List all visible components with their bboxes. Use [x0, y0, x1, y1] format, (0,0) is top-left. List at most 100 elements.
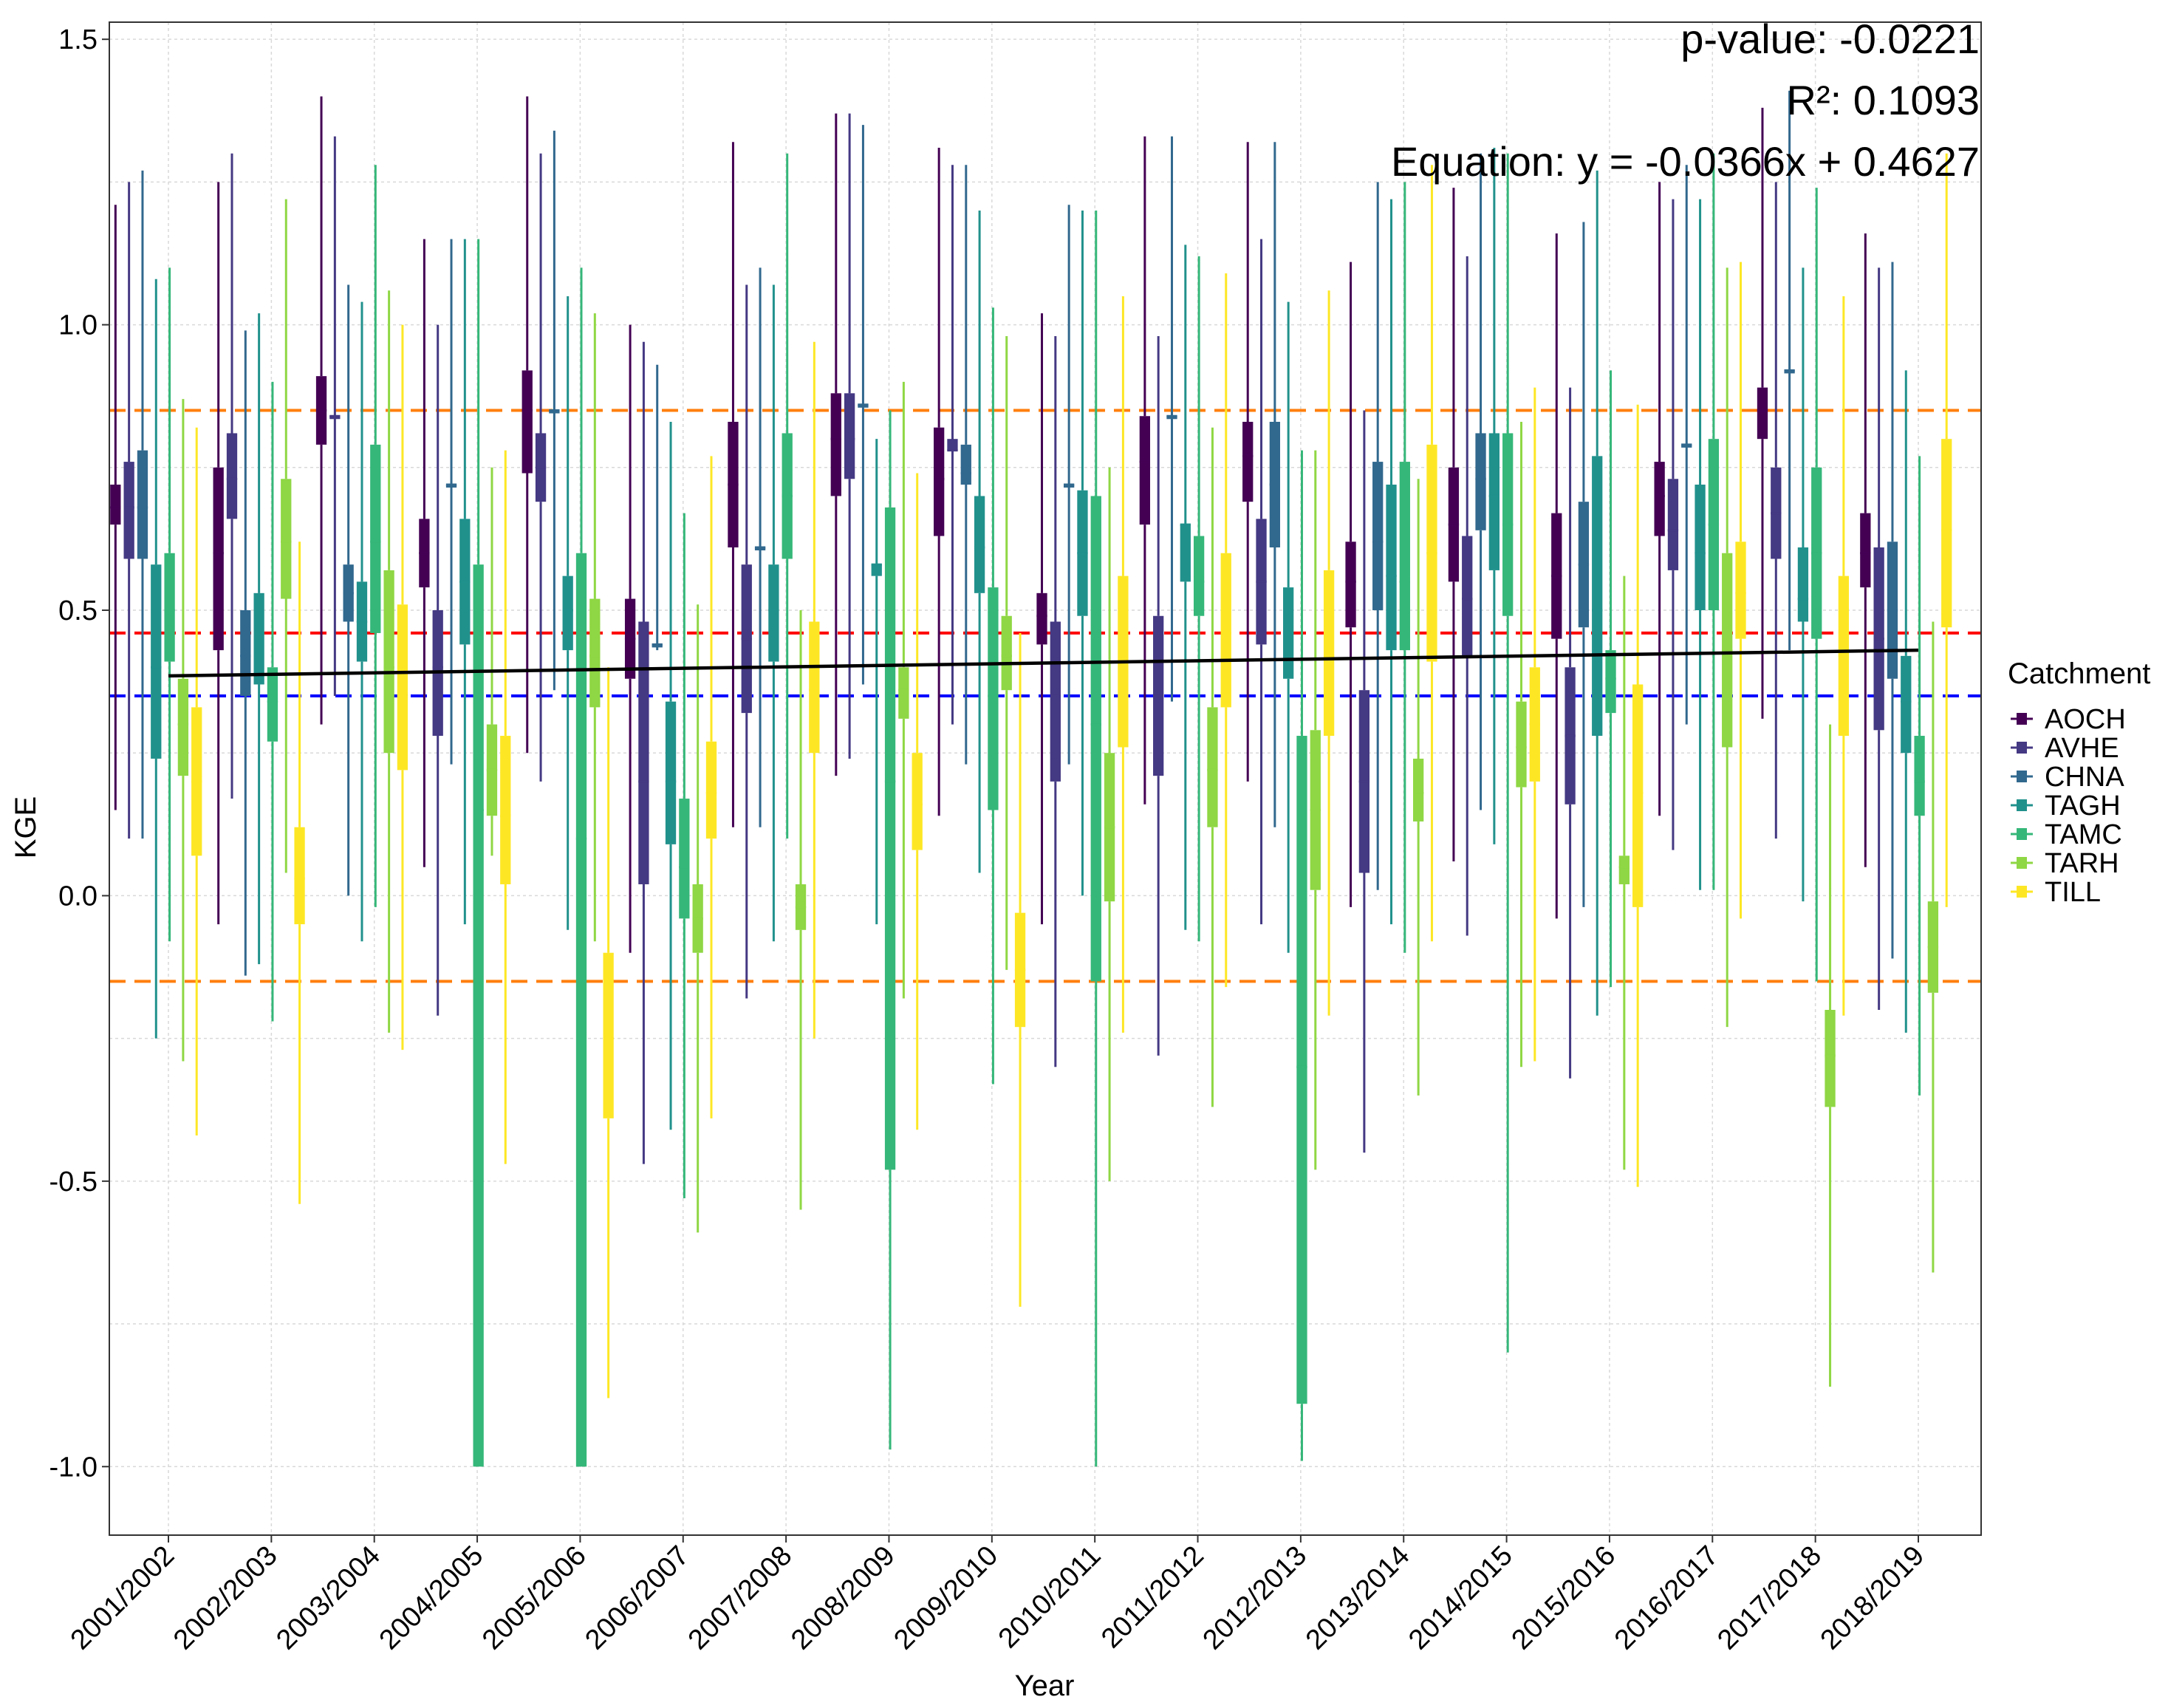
- x-tick-label: 2001/2002: [65, 1540, 181, 1656]
- x-axis-title: Year: [1015, 1670, 1075, 1702]
- x-tick-label: 2012/2013: [1197, 1540, 1313, 1656]
- box-tarh: [898, 667, 909, 719]
- box-tagh: [1695, 484, 1706, 611]
- box-series: [110, 90, 1952, 1467]
- box-till: [603, 952, 614, 1118]
- box-tarh: [1001, 615, 1012, 691]
- legend-key-aoch: [2017, 713, 2027, 725]
- trend-line: [168, 648, 1919, 678]
- box-tarh: [1516, 701, 1527, 788]
- box-chna: [1784, 370, 1795, 374]
- box-tamc: [164, 553, 175, 662]
- x-tick-label: 2014/2015: [1403, 1540, 1519, 1656]
- legend-label: AVHE: [2045, 733, 2119, 764]
- box-chna: [652, 644, 663, 648]
- box-chna: [754, 547, 766, 551]
- legend-key-till: [2017, 886, 2027, 898]
- box-tamc: [267, 667, 278, 742]
- box-tagh: [871, 564, 882, 576]
- annotation-pvalue: p-value: -0.0221: [1680, 16, 1980, 62]
- box-till: [1323, 570, 1335, 737]
- x-tick-label: 2013/2014: [1300, 1540, 1416, 1656]
- box-tarh: [1207, 707, 1218, 827]
- trend-line-path: [168, 648, 1919, 678]
- box-tagh: [1180, 525, 1191, 582]
- box-tarh: [589, 598, 601, 708]
- box-tarh: [383, 570, 394, 754]
- box-tagh: [1386, 484, 1397, 651]
- legend-label: TILL: [2045, 877, 2101, 908]
- box-till: [705, 741, 717, 839]
- box-chna: [1372, 462, 1384, 611]
- box-tagh: [665, 701, 677, 844]
- box-till: [809, 621, 820, 754]
- annotation-r-squared: R²: 0.1093: [1787, 77, 1980, 123]
- box-tagh: [974, 496, 985, 593]
- box-chna: [960, 444, 971, 485]
- box-tagh: [562, 575, 573, 651]
- legend-key-avhe: [2017, 742, 2027, 754]
- legend-label: TARH: [2045, 848, 2119, 879]
- box-aoch: [934, 427, 945, 536]
- box-tagh: [1901, 655, 1912, 754]
- x-axis-ticks: 2001/20022002/20032003/20042004/20052005…: [65, 1535, 1930, 1656]
- reference-lines: [109, 409, 1981, 983]
- box-tamc: [1605, 650, 1616, 714]
- box-tamc: [473, 564, 484, 1467]
- box-tamc: [1296, 736, 1307, 1404]
- box-tagh: [1797, 547, 1809, 622]
- x-tick-label: 2010/2011: [993, 1540, 1107, 1655]
- y-tick-label: 1.0: [58, 310, 98, 341]
- box-till: [1735, 542, 1746, 639]
- box-chna: [445, 484, 457, 488]
- box-tamc: [370, 444, 381, 633]
- legend-label: CHNA: [2045, 762, 2124, 793]
- annotation-block: p-value: -0.0221 R²: 0.1093 Equation: y …: [1391, 16, 1980, 185]
- box-tarh: [177, 678, 189, 776]
- box-tamc: [1090, 496, 1101, 982]
- box-aoch: [1139, 416, 1151, 525]
- y-tick-label: -1.0: [49, 1452, 98, 1483]
- x-tick-label: 2017/2018: [1712, 1540, 1827, 1656]
- box-avhe: [947, 439, 958, 451]
- x-tick-label: 2011/2012: [1095, 1540, 1210, 1655]
- box-tagh: [253, 592, 264, 685]
- box-aoch: [1757, 387, 1768, 440]
- legend-key-tarh: [2017, 857, 2027, 869]
- box-tamc: [988, 587, 999, 810]
- box-till: [1220, 553, 1231, 708]
- box-tagh: [768, 564, 779, 662]
- legend-label: TAMC: [2045, 819, 2122, 850]
- legend-label: TAGH: [2045, 790, 2121, 821]
- box-chna: [240, 610, 251, 696]
- box-aoch: [830, 393, 841, 496]
- box-tamc: [1914, 736, 1925, 816]
- box-chna: [137, 450, 148, 559]
- box-tarh: [1618, 855, 1630, 884]
- box-tamc: [575, 553, 587, 1467]
- box-tarh: [1413, 758, 1424, 821]
- box-tarh: [281, 479, 292, 599]
- x-tick-label: 2006/2007: [579, 1540, 695, 1656]
- legend-key-chna: [2017, 771, 2027, 782]
- box-aoch: [1654, 462, 1665, 536]
- x-tick-label: 2009/2010: [888, 1540, 1004, 1656]
- box-chna: [1063, 484, 1075, 488]
- box-avhe: [226, 433, 238, 519]
- box-chna: [1166, 416, 1177, 420]
- box-tamc: [884, 507, 896, 1170]
- y-tick-label: -0.5: [49, 1166, 98, 1198]
- box-avhe: [1667, 479, 1679, 570]
- box-till: [912, 753, 923, 850]
- y-tick-label: 0.5: [58, 595, 98, 626]
- box-aoch: [1345, 542, 1356, 628]
- y-tick-label: 1.5: [58, 24, 98, 55]
- box-avhe: [1462, 536, 1473, 656]
- plot-panel-border: [109, 21, 1982, 1536]
- x-tick-label: 2016/2017: [1609, 1540, 1725, 1656]
- box-tagh: [1488, 433, 1500, 570]
- x-tick-label: 2002/2003: [168, 1540, 284, 1656]
- box-tamc: [1193, 536, 1205, 616]
